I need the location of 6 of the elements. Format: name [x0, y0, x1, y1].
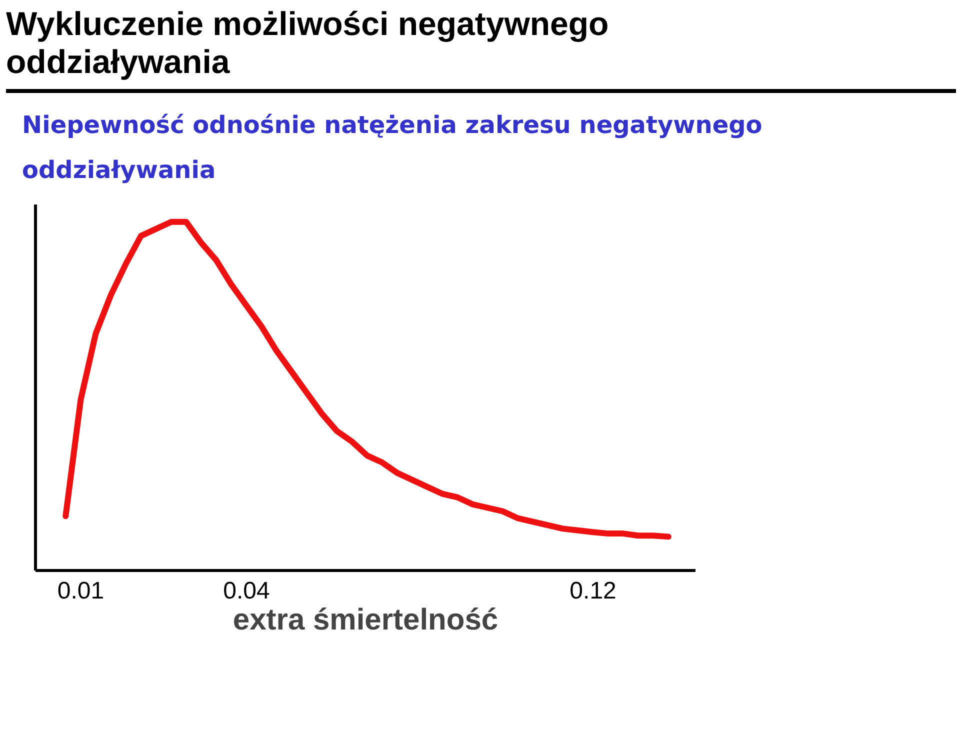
x-tick-label: 0.01 — [57, 578, 104, 605]
x-tick-label: 0.04 — [223, 578, 270, 605]
x-tick-label: 0.12 — [570, 578, 616, 605]
chart-subtitle: Niepewność odnośnie natężenia zakresu negatywnego oddziaływania — [22, 110, 764, 186]
chart-title: Wykluczenie możliwości negatywnego oddziaływania — [6, 5, 610, 81]
x-axis-title: extra śmiertelność — [232, 604, 498, 637]
